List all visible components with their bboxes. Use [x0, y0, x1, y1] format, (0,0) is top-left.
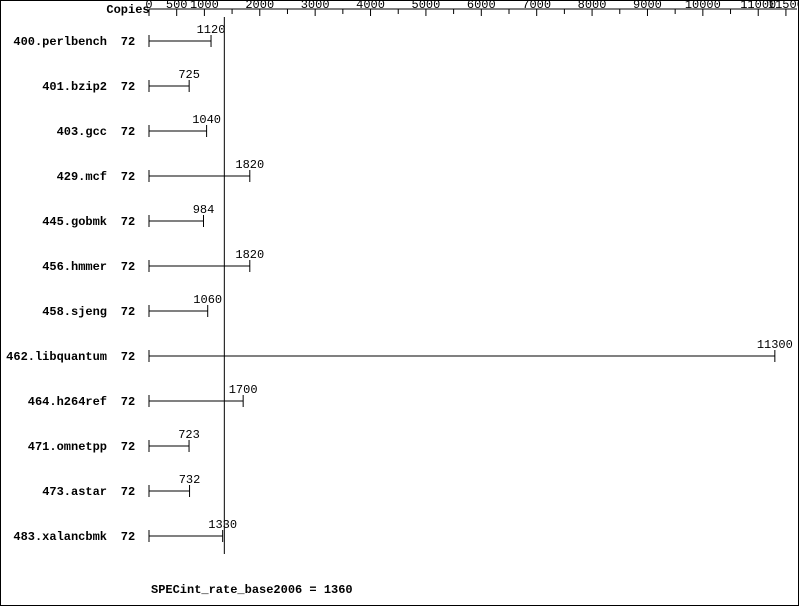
axis-tick-label: 5000 — [412, 1, 441, 12]
axis-tick-label: 2000 — [245, 1, 274, 12]
benchmark-value-label: 1820 — [235, 248, 264, 262]
axis-tick-label: 4000 — [356, 1, 385, 12]
copies-value: 72 — [121, 530, 135, 544]
benchmark-value-label: 1330 — [208, 518, 237, 532]
copies-value: 72 — [121, 395, 135, 409]
axis-tick-label: 8000 — [578, 1, 607, 12]
copies-value: 72 — [121, 260, 135, 274]
chart-container: 0500100020003000400050006000700080009000… — [0, 0, 799, 606]
benchmark-label: 445.gobmk — [42, 215, 107, 229]
benchmark-label: 429.mcf — [57, 170, 107, 184]
benchmark-label: 403.gcc — [57, 125, 107, 139]
copies-value: 72 — [121, 350, 135, 364]
benchmark-label: 483.xalancbmk — [13, 530, 107, 544]
axis-tick-label: 7000 — [522, 1, 551, 12]
copies-value: 72 — [121, 35, 135, 49]
benchmark-value-label: 1120 — [197, 23, 226, 37]
benchmark-label: 401.bzip2 — [42, 80, 107, 94]
axis-tick-label: 1000 — [190, 1, 219, 12]
benchmark-label: 400.perlbench — [13, 35, 107, 49]
benchmark-label: 462.libquantum — [6, 350, 107, 364]
axis-tick-label: 3000 — [301, 1, 330, 12]
axis-tick-label: 10000 — [685, 1, 721, 12]
reference-label: SPECint_rate_base2006 = 1360 — [151, 583, 353, 597]
benchmark-label: 456.hmmer — [42, 260, 107, 274]
benchmark-value-label: 984 — [193, 203, 215, 217]
benchmark-value-label: 723 — [178, 428, 200, 442]
benchmark-value-label: 1060 — [193, 293, 222, 307]
copies-value: 72 — [121, 485, 135, 499]
copies-value: 72 — [121, 215, 135, 229]
benchmark-value-label: 1040 — [192, 113, 221, 127]
copies-value: 72 — [121, 170, 135, 184]
benchmark-label: 473.astar — [42, 485, 107, 499]
copies-value: 72 — [121, 80, 135, 94]
copies-header: Copies — [106, 3, 149, 17]
benchmark-label: 464.h264ref — [28, 395, 107, 409]
copies-value: 72 — [121, 125, 135, 139]
spec-chart: 0500100020003000400050006000700080009000… — [1, 1, 799, 607]
axis-tick-label: 500 — [166, 1, 188, 12]
copies-value: 72 — [121, 440, 135, 454]
benchmark-label: 471.omnetpp — [28, 440, 107, 454]
axis-tick-label: 6000 — [467, 1, 496, 12]
axis-tick-label: 11500 — [768, 1, 799, 12]
benchmark-value-label: 1700 — [229, 383, 258, 397]
axis-tick-label: 9000 — [633, 1, 662, 12]
benchmark-value-label: 725 — [178, 68, 200, 82]
benchmark-value-label: 1820 — [235, 158, 264, 172]
benchmark-value-label: 11300 — [757, 338, 793, 352]
benchmark-value-label: 732 — [179, 473, 201, 487]
copies-value: 72 — [121, 305, 135, 319]
benchmark-label: 458.sjeng — [42, 305, 107, 319]
